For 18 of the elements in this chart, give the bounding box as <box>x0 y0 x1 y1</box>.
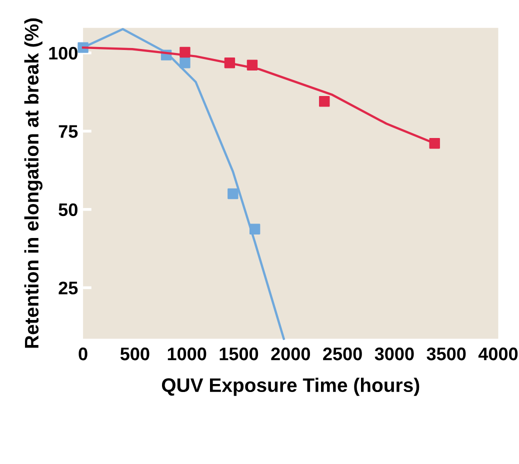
x-tick-label: 2000 <box>271 348 310 360</box>
point <box>228 188 238 200</box>
y-tick-label: 100 <box>49 46 78 60</box>
x-tick-label: 1500 <box>220 348 258 360</box>
y-tick-label: 25 <box>58 282 78 294</box>
x-axis-title: QUV Exposure Time (hours) <box>162 378 420 396</box>
x-tick-label: 3500 <box>426 348 466 360</box>
point <box>180 58 190 68</box>
x-tick-label: 3000 <box>374 348 414 360</box>
y-tick-label: 50 <box>58 203 78 216</box>
y-axis-title: Retention in elongation at break (%) <box>24 18 42 348</box>
x-tick-label: 2500 <box>323 348 362 360</box>
x-tick-label: 4000 <box>478 348 518 360</box>
x-tick-label: 0 <box>78 348 88 360</box>
x-tick-label: 1000 <box>168 348 206 360</box>
point <box>319 96 330 107</box>
x-tick-label: 500 <box>120 348 150 360</box>
y-tick-label: 75 <box>58 125 78 138</box>
